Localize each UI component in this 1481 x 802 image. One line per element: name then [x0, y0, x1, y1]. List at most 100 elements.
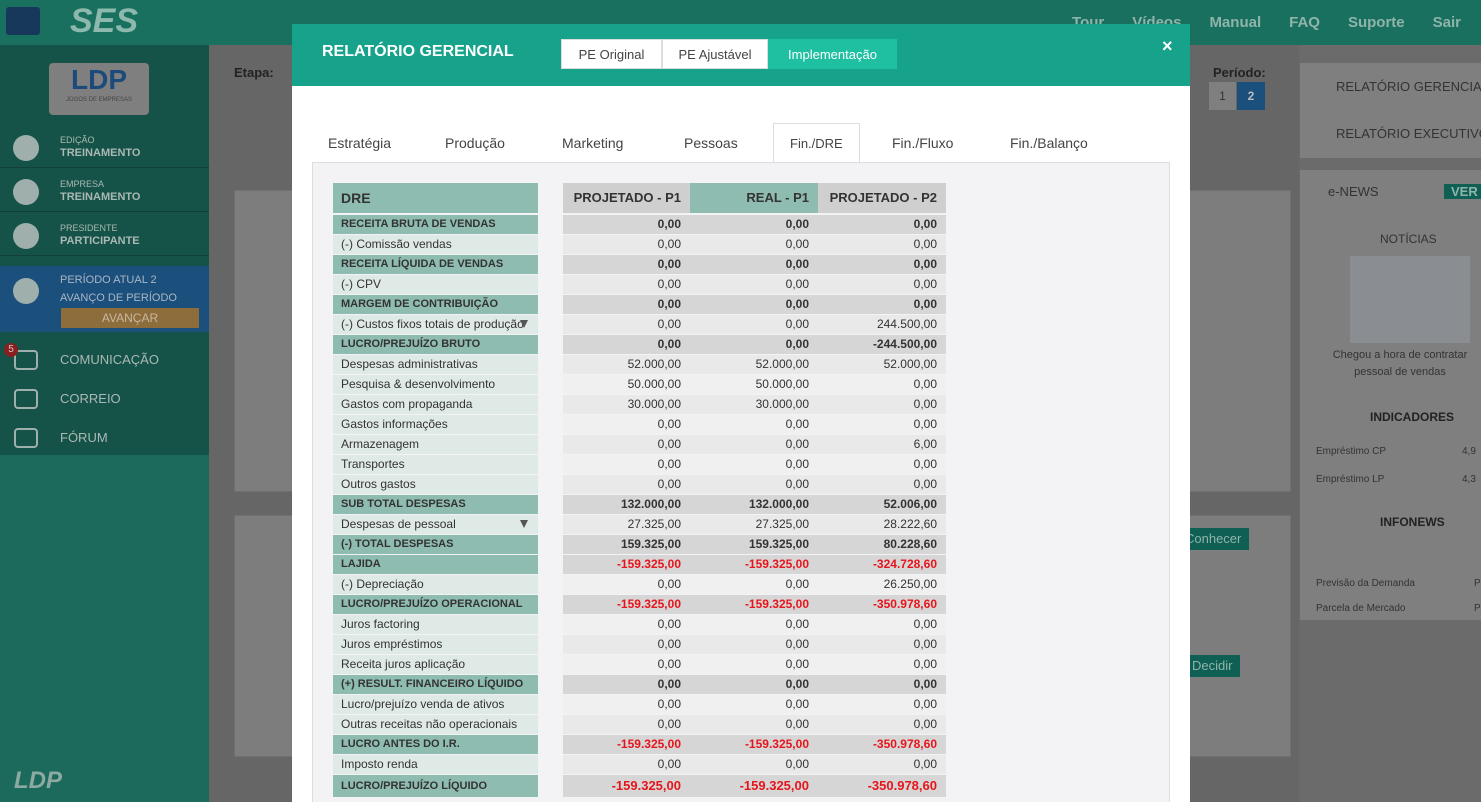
period-2[interactable]: 2	[1237, 82, 1265, 110]
logo-text: LDP	[71, 64, 127, 95]
tab[interactable]: Fin./Balanço	[1010, 135, 1088, 151]
row-label-text: LUCRO/PREJUÍZO LÍQUIDO	[341, 780, 488, 792]
row-label: (-) Comissão vendas	[333, 235, 538, 254]
tab[interactable]: Fin./Fluxo	[892, 135, 954, 151]
row-value: -159.325,00	[690, 555, 818, 574]
row-label-text: Outras receitas não operacionais	[341, 717, 518, 731]
menu-label: COMUNICAÇÃO	[60, 352, 159, 367]
row-label-text: (-) Depreciação	[341, 577, 424, 591]
row-value: 0,00	[563, 635, 690, 654]
info-value: P3	[1474, 578, 1481, 589]
row-value: 0,00	[818, 655, 946, 674]
row-value: 0,00	[818, 415, 946, 434]
row-value: 159.325,00	[563, 535, 690, 554]
row-label: Imposto renda	[333, 755, 538, 774]
brand: SES	[70, 2, 139, 40]
expand-icon[interactable]	[520, 520, 528, 528]
icon	[14, 389, 38, 409]
view-button[interactable]: Implementação	[768, 39, 897, 69]
row-label-text: Juros empréstimos	[341, 637, 443, 651]
row-value: 0,00	[818, 635, 946, 654]
row-label-text: RECEITA LÍQUIDA DE VENDAS	[341, 258, 504, 270]
table-header: DRE	[333, 183, 538, 213]
nav-link[interactable]: Manual	[1209, 14, 1262, 31]
modal-title: RELATÓRIO GERENCIAL	[322, 43, 514, 60]
logo-sub: JOGOS DE EMPRESAS	[65, 97, 132, 103]
row-value: 0,00	[690, 335, 818, 354]
row-label: LUCRO/PREJUÍZO OPERACIONAL	[333, 595, 538, 614]
view-button[interactable]: PE Ajustável	[662, 39, 768, 69]
conhecer-button[interactable]: Conhecer	[1177, 528, 1250, 550]
row-label-text: LUCRO/PREJUÍZO OPERACIONAL	[341, 598, 523, 610]
nav-link[interactable]: Suporte	[1347, 14, 1405, 31]
row-value: -159.325,00	[563, 555, 690, 574]
row-value: 244.500,00	[818, 315, 946, 334]
row-value: 0,00	[563, 675, 690, 694]
expand-icon[interactable]	[520, 320, 528, 328]
row-label-text: LAJIDA	[341, 558, 381, 570]
row-value: 0,00	[690, 475, 818, 494]
row-label-text: MARGEM DE CONTRIBUIÇÃO	[341, 298, 499, 310]
tab[interactable]: Produção	[445, 135, 505, 151]
tab[interactable]: Marketing	[562, 135, 624, 151]
row-value: -350.978,60	[818, 735, 946, 754]
sidebar: LDP JOGOS DE EMPRESAS PERÍODO ATUAL 2 AV…	[0, 45, 209, 802]
row-value: -244.500,00	[818, 335, 946, 354]
row-value: 0,00	[818, 715, 946, 734]
row-value: 0,00	[690, 235, 818, 254]
menu-item[interactable]: CORREIO	[0, 380, 209, 418]
row-label-text: LUCRO/PREJUÍZO BRUTO	[341, 338, 481, 350]
row-value: 0,00	[563, 715, 690, 734]
icon	[13, 223, 39, 249]
row-label: Despesas de pessoal	[333, 515, 538, 534]
row-value: 0,00	[818, 255, 946, 274]
view-button[interactable]: PE Original	[561, 39, 662, 69]
row-value: 0,00	[690, 655, 818, 674]
row-label-text: Outros gastos	[341, 477, 416, 491]
nav-link[interactable]: FAQ	[1289, 14, 1320, 31]
row-value: -159.325,00	[563, 735, 690, 754]
row-label: RECEITA LÍQUIDA DE VENDAS	[333, 255, 538, 274]
tab[interactable]: Estratégia	[328, 135, 392, 151]
advance-button[interactable]: AVANÇAR	[61, 308, 199, 328]
menu-item[interactable]: COMUNICAÇÃO 5	[0, 341, 209, 379]
news-caption: Chegou a hora de contratar pessoal de ve…	[1332, 349, 1468, 378]
row-value: 0,00	[563, 335, 690, 354]
row-value: -159.325,00	[690, 735, 818, 754]
tab-content: DRE PROJETADO - P1 REAL - P1 PROJETADO - P2…	[312, 162, 1170, 802]
sidebar-item: EDIÇÃO TREINAMENTO	[0, 127, 209, 168]
period-1[interactable]: 1	[1209, 82, 1236, 110]
nav-link[interactable]: Sair	[1432, 14, 1461, 31]
row-value: 0,00	[818, 395, 946, 414]
row-value: 0,00	[690, 715, 818, 734]
decidir-button[interactable]: Decidir	[1184, 655, 1241, 677]
row-value: -159.325,00	[690, 595, 818, 614]
row-value: 0,00	[563, 455, 690, 474]
row-value: 0,00	[563, 275, 690, 294]
row-value: 52.000,00	[690, 355, 818, 374]
ver-button[interactable]: VER	[1444, 184, 1481, 199]
row-value: 0,00	[563, 295, 690, 314]
indicator-value: 4,9	[1462, 446, 1476, 457]
menu-button[interactable]	[6, 7, 40, 35]
row-value: 0,00	[690, 275, 818, 294]
enews: e-NEWS	[1328, 184, 1379, 199]
row-label: LAJIDA	[333, 555, 538, 574]
row-value: 0,00	[563, 615, 690, 634]
tab[interactable]: Fin./DRE	[773, 123, 860, 164]
link[interactable]: RELATÓRIO EXECUTIVO	[1336, 126, 1481, 141]
row-label: Receita juros aplicação	[333, 655, 538, 674]
logo: LDP JOGOS DE EMPRESAS	[49, 63, 149, 115]
row-value: -159.325,00	[563, 595, 690, 614]
tab[interactable]: Pessoas	[684, 135, 738, 151]
indicator-name: Empréstimo CP	[1316, 446, 1387, 457]
row-label-text: LUCRO ANTES DO I.R.	[341, 738, 460, 750]
item-value: TREINAMENTO	[60, 191, 141, 203]
row-value: -324.728,60	[818, 555, 946, 574]
link[interactable]: RELATÓRIO GERENCIAL	[1336, 79, 1481, 94]
row-label: RECEITA BRUTA DE VENDAS	[333, 215, 538, 234]
menu-item[interactable]: FÓRUM	[0, 419, 209, 457]
row-label-text: RECEITA BRUTA DE VENDAS	[341, 218, 496, 230]
close-button[interactable]: ×	[1162, 36, 1173, 56]
row-value: 80.228,60	[818, 535, 946, 554]
